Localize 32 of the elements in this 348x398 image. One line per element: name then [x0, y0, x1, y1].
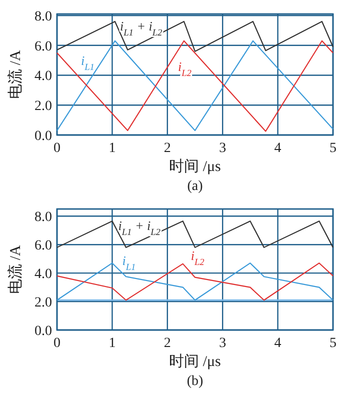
y-tick-label: 2.0 — [34, 296, 52, 311]
series-label: i$_{L2}$ — [190, 248, 205, 268]
text: (a) — [187, 179, 204, 194]
y-tick-label: 0.0 — [34, 129, 52, 144]
y-tick-label: 4.0 — [34, 69, 52, 84]
y-tick-label: 0.0 — [34, 324, 52, 339]
x-tick-label: 3 — [219, 141, 226, 156]
y-axis-title: 电流 /A — [7, 244, 24, 294]
x-tick-label: 0 — [54, 141, 60, 156]
x-tick-label: 5 — [330, 336, 336, 351]
x-axis-title: 时间 /μs — [169, 158, 222, 175]
x-tick-label: 0 — [54, 336, 60, 351]
line-series — [56, 20, 334, 52]
y-axis-title: 电流 /A — [7, 50, 24, 99]
x-tick-label: 5 — [330, 141, 336, 156]
series-label: i$_{L1}$ — [122, 253, 136, 274]
x-tick-label: 4 — [274, 141, 282, 156]
y-tick-label: 6.0 — [34, 39, 52, 54]
x-tick-label: 2 — [164, 141, 171, 156]
y-tick-label: 6.0 — [34, 238, 52, 254]
x-axis-title: 时间 /μs — [169, 353, 222, 370]
x-tick-label: 1 — [108, 336, 116, 351]
x-tick-label: 2 — [164, 336, 171, 351]
text: (b) — [186, 374, 204, 389]
y-tick-label: 2.0 — [34, 99, 52, 114]
x-tick-label: 4 — [274, 336, 282, 351]
y-tick-label: 8.0 — [34, 9, 52, 24]
x-tick-label: 1 — [108, 141, 116, 156]
y-tick-label: 4.0 — [34, 267, 52, 282]
series-label: i$_{L1}$ — [80, 52, 94, 73]
x-tick-label: 3 — [219, 336, 226, 351]
y-tick-label: 8.0 — [34, 210, 52, 226]
